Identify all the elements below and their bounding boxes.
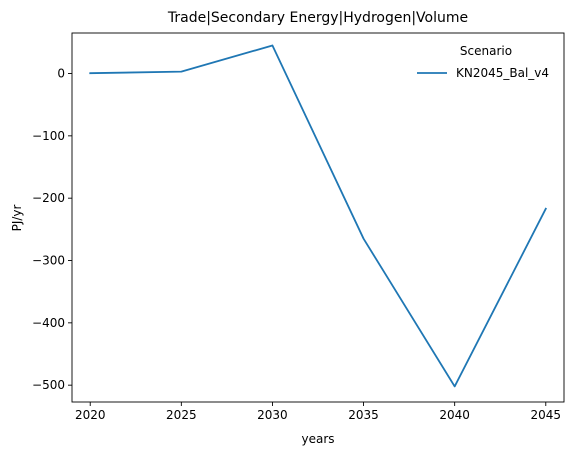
x-tick-label: 2040 xyxy=(439,408,470,422)
y-tick-label: −500 xyxy=(32,378,65,392)
x-tick-label: 2020 xyxy=(75,408,106,422)
y-tick-label: −200 xyxy=(32,191,65,205)
legend-title: Scenario xyxy=(460,44,512,58)
y-axis-label: PJ/yr xyxy=(10,205,24,232)
chart-title: Trade|Secondary Energy|Hydrogen|Volume xyxy=(167,10,468,26)
series-line-kn2045-bal-v4 xyxy=(89,44,547,388)
x-axis-ticks: 2020 2025 2030 2035 2040 2045 xyxy=(75,402,561,422)
y-tick-label: −400 xyxy=(32,316,65,330)
y-tick-label: 0 xyxy=(57,67,65,81)
y-tick-label: −300 xyxy=(32,254,65,268)
y-axis-ticks: 0 −100 −200 −300 −400 −500 xyxy=(32,67,72,392)
x-tick-label: 2035 xyxy=(348,408,379,422)
plot-frame xyxy=(71,32,565,403)
plot-area xyxy=(71,32,565,403)
x-tick-label: 2045 xyxy=(531,408,562,422)
series-layer xyxy=(89,44,547,388)
legend-label-kn2045-bal-v4: KN2045_Bal_v4 xyxy=(456,66,549,80)
x-tick-label: 2030 xyxy=(257,408,288,422)
y-tick-label: −100 xyxy=(32,129,65,143)
legend: Scenario KN2045_Bal_v4 xyxy=(417,44,549,80)
x-axis-label: years xyxy=(301,432,334,446)
x-tick-label: 2025 xyxy=(166,408,197,422)
